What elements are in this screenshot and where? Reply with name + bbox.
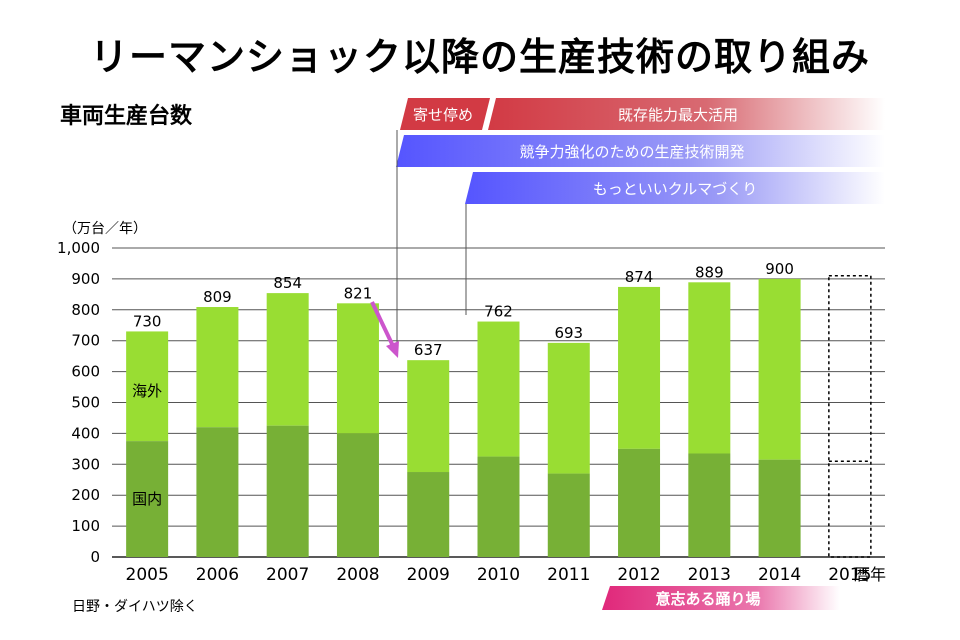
bar-total-label: 762 bbox=[484, 303, 513, 321]
bar-domestic bbox=[336, 433, 379, 557]
bar-domestic bbox=[547, 473, 590, 557]
series-label-overseas: 海外 bbox=[132, 382, 162, 400]
bar-overseas bbox=[336, 303, 379, 434]
x-tick-label: 2014 bbox=[758, 565, 801, 585]
y-tick-label: 700 bbox=[71, 332, 100, 350]
bar-total-label: 854 bbox=[273, 274, 302, 292]
banner-ishi-aru-odoriba-label: 意志ある踊り場 bbox=[655, 590, 760, 608]
bar-domestic bbox=[266, 425, 309, 557]
drop-arrow bbox=[370, 301, 399, 358]
bar-total-label: 821 bbox=[344, 284, 373, 302]
banner-ishi-aru-odoriba bbox=[602, 586, 840, 610]
banner-yosetome bbox=[400, 98, 490, 130]
bar-total-label: 889 bbox=[695, 263, 724, 281]
y-tick-label: 600 bbox=[71, 363, 100, 381]
x-tick-label: 2011 bbox=[547, 565, 590, 585]
bar-total-label: 900 bbox=[765, 260, 794, 278]
y-tick-label: 200 bbox=[71, 486, 100, 504]
banner-kizon-noryoku-label: 既存能力最大活用 bbox=[618, 106, 738, 124]
series-label-domestic: 国内 bbox=[132, 490, 162, 508]
banner-kyosoryoku-label: 競争力強化のための生産技術開発 bbox=[519, 143, 744, 161]
banner-yosetome-label: 寄せ停め bbox=[413, 106, 473, 124]
y-tick-label: 0 bbox=[90, 548, 100, 566]
chart-title: リーマンショック以降の生産技術の取り組み bbox=[89, 35, 870, 79]
banner-motto-ii-kuruma-label: もっといいクルマづくり bbox=[593, 180, 758, 198]
bar-overseas bbox=[477, 321, 520, 457]
bar-overseas bbox=[618, 286, 661, 449]
bar-domestic bbox=[688, 453, 731, 557]
x-tick-label: 2010 bbox=[477, 565, 520, 585]
bars: 730 809 854 821 637 762 693 874 889 900 bbox=[126, 260, 872, 558]
y-tick-label: 800 bbox=[71, 301, 100, 319]
footnote: 日野・ダイハツ除く bbox=[72, 599, 198, 615]
y-tick-label: 100 bbox=[71, 517, 100, 535]
x-tick-label: 2007 bbox=[266, 565, 309, 585]
bar-total-label: 809 bbox=[203, 288, 232, 306]
chart-subtitle: 車両生産台数 bbox=[60, 104, 193, 129]
banner-row1: 寄せ停め 既存能力最大活用 bbox=[400, 98, 885, 130]
x-tick-label: 2012 bbox=[617, 565, 660, 585]
bar-placeholder-2015 bbox=[828, 275, 872, 558]
bar-overseas bbox=[547, 342, 590, 474]
x-axis-suffix: 暦年 bbox=[854, 565, 886, 584]
x-tick-label: 2008 bbox=[336, 565, 379, 585]
y-axis: 0 100 200 300 400 500 600 700 800 900 1,000 bbox=[57, 239, 100, 566]
bar-overseas bbox=[407, 360, 450, 473]
banner-row2: 競争力強化のための生産技術開発 bbox=[396, 135, 885, 167]
x-axis: 2005 2006 2007 2008 2009 2010 2011 2012 2013 2014… bbox=[126, 565, 887, 585]
x-tick-label: 2013 bbox=[688, 565, 731, 585]
banner-kyosoryoku bbox=[396, 135, 885, 167]
y-tick-label: 1,000 bbox=[57, 239, 100, 257]
banner-bottom: 意志ある踊り場 bbox=[602, 586, 840, 610]
y-tick-label: 500 bbox=[71, 394, 100, 412]
bar-overseas bbox=[758, 278, 801, 460]
bar-overseas bbox=[266, 293, 309, 426]
banner-kizon-noryoku bbox=[488, 98, 885, 130]
bar-total-label: 693 bbox=[554, 324, 583, 342]
y-axis-unit-label: （万台／年） bbox=[63, 221, 147, 237]
bar-domestic bbox=[126, 441, 169, 557]
bar-total-label: 874 bbox=[625, 268, 654, 286]
bar-domestic bbox=[407, 472, 450, 557]
bar-domestic bbox=[618, 448, 661, 557]
y-tick-label: 300 bbox=[71, 455, 100, 473]
bar-total-label: 730 bbox=[133, 312, 162, 330]
bar-overseas bbox=[196, 307, 239, 428]
bar-overseas bbox=[126, 331, 169, 442]
bar-overseas bbox=[688, 282, 731, 454]
banner-row3: もっといいクルマづくり bbox=[465, 172, 885, 204]
x-tick-label: 2009 bbox=[407, 565, 450, 585]
y-tick-label: 400 bbox=[71, 424, 100, 442]
y-tick-label: 900 bbox=[71, 270, 100, 288]
bar-domestic bbox=[196, 427, 239, 557]
bar-domestic bbox=[758, 459, 801, 557]
x-tick-label: 2006 bbox=[196, 565, 239, 585]
bar-total-label: 637 bbox=[414, 341, 443, 359]
banner-motto-ii-kuruma bbox=[465, 172, 885, 204]
x-tick-label: 2005 bbox=[126, 565, 169, 585]
x-tick-label: 2015 bbox=[828, 565, 871, 585]
bar-domestic bbox=[477, 456, 520, 557]
